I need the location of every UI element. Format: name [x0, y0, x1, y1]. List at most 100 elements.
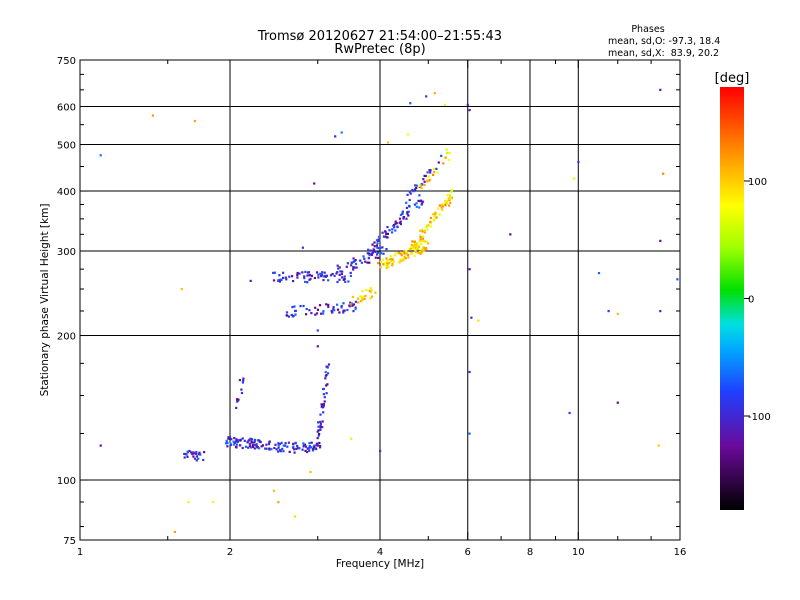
data-point: [397, 251, 400, 254]
data-point: [391, 258, 394, 261]
data-point: [325, 303, 328, 306]
data-point: [393, 224, 396, 227]
data-point: [363, 297, 366, 300]
data-point: [288, 275, 291, 278]
data-point: [353, 266, 356, 269]
x-tick-label: 4: [377, 547, 383, 558]
data-point: [282, 450, 285, 453]
data-point: [427, 224, 430, 227]
data-point: [448, 199, 451, 202]
data-point: [428, 179, 431, 182]
data-point: [421, 237, 424, 240]
data-point: [369, 287, 372, 290]
data-point: [229, 442, 232, 445]
data-point: [248, 442, 251, 445]
data-point: [376, 246, 379, 249]
data-point: [225, 439, 228, 442]
data-point: [304, 449, 307, 452]
data-point: [343, 275, 346, 278]
data-point: [400, 258, 403, 261]
data-point: [336, 264, 339, 267]
data-point: [407, 256, 410, 259]
data-point: [418, 194, 421, 197]
data-point: [316, 437, 319, 440]
data-point: [326, 366, 329, 369]
data-point: [434, 213, 437, 216]
data-point: [662, 172, 665, 175]
data-point: [399, 213, 403, 216]
data-point: [364, 260, 367, 263]
data-point: [447, 204, 451, 207]
data-point: [348, 304, 351, 307]
data-point: [225, 442, 228, 445]
data-point: [426, 179, 429, 182]
data-point: [275, 448, 278, 451]
data-point: [292, 314, 295, 317]
data-point: [251, 444, 254, 447]
data-point: [371, 295, 374, 298]
data-point: [406, 193, 409, 196]
data-point: [351, 295, 354, 299]
data-point: [432, 173, 435, 176]
data-point: [369, 297, 372, 300]
data-point: [386, 264, 389, 267]
data-point: [280, 441, 283, 444]
data-point: [306, 281, 309, 284]
data-point: [418, 184, 421, 188]
data-point: [394, 222, 397, 225]
data-point: [304, 270, 307, 273]
data-point: [421, 228, 424, 231]
data-point: [322, 312, 325, 315]
data-point: [227, 436, 230, 439]
data-point: [430, 225, 433, 228]
data-point: [370, 289, 373, 292]
data-point: [384, 264, 387, 267]
data-point: [394, 220, 397, 223]
data-point: [373, 245, 376, 248]
data-point: [659, 239, 662, 242]
colorbar-label: [deg]: [715, 71, 750, 86]
data-point: [319, 422, 322, 425]
data-point: [253, 447, 256, 450]
data-point: [332, 306, 335, 309]
data-point: [333, 309, 336, 312]
data-point: [405, 206, 408, 209]
data-point: [191, 452, 194, 456]
data-point: [302, 445, 305, 448]
colorbar-ticks: 100 0 -100: [744, 177, 771, 423]
data-point: [384, 235, 387, 238]
data-point: [296, 444, 299, 448]
data-point: [414, 242, 417, 245]
data-point: [322, 387, 325, 391]
data-point: [320, 312, 323, 315]
data-point: [346, 308, 349, 312]
data-point: [320, 273, 323, 276]
colorbar-gradient: [720, 87, 744, 510]
data-point: [429, 220, 432, 224]
data-point: [408, 198, 411, 202]
data-point: [339, 270, 342, 273]
data-point: [419, 234, 422, 237]
data-point: [292, 445, 295, 448]
data-point: [376, 253, 379, 256]
data-point: [268, 447, 271, 450]
data-point: [319, 426, 322, 429]
data-point: [270, 448, 273, 451]
data-point: [429, 222, 432, 225]
phases-o-stats: mean, sd,O: -97.3, 18.4: [608, 36, 720, 47]
data-point: [319, 444, 322, 448]
data-point: [151, 114, 154, 117]
data-point: [310, 312, 313, 315]
data-point: [293, 305, 296, 308]
data-point: [235, 438, 238, 441]
data-point: [406, 133, 410, 136]
data-point: [368, 289, 371, 292]
data-point: [433, 215, 436, 218]
data-point: [449, 196, 452, 199]
data-point: [373, 241, 376, 244]
data-point: [327, 372, 330, 375]
data-point: [192, 455, 195, 458]
data-point: [267, 443, 271, 446]
data-point: [313, 182, 316, 185]
data-point: [284, 442, 287, 445]
